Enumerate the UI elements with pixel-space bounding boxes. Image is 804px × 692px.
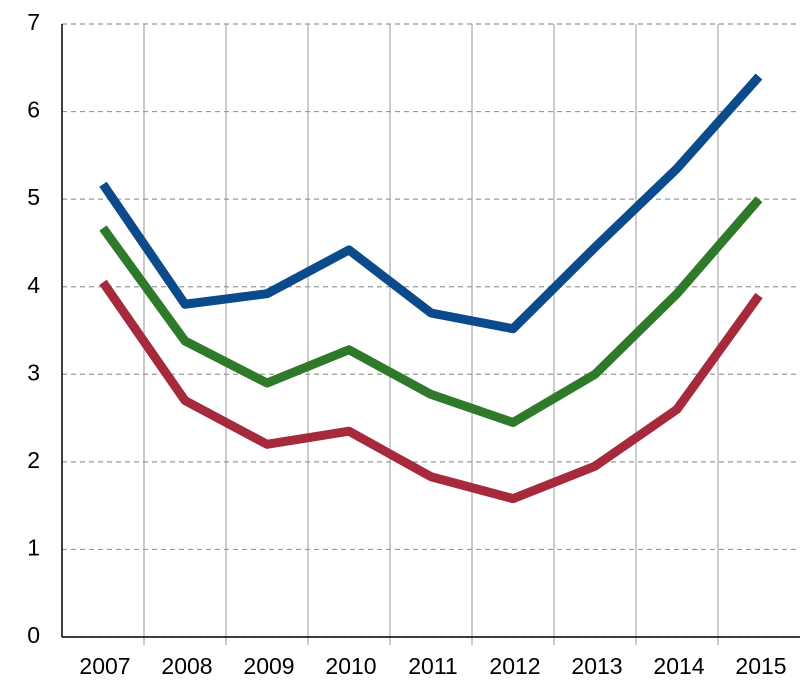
series-line bbox=[99, 196, 763, 427]
x-tick-label: 2008 bbox=[161, 653, 212, 679]
x-tick-label: 2009 bbox=[243, 653, 294, 679]
y-tick-label: 3 bbox=[27, 359, 40, 385]
y-tick-label: 5 bbox=[27, 184, 40, 210]
x-tick-label: 2010 bbox=[325, 653, 376, 679]
x-tick-label: 2007 bbox=[79, 653, 130, 679]
y-tick-label: 6 bbox=[27, 97, 40, 123]
y-tick-label: 0 bbox=[27, 622, 40, 648]
x-tick-label: 2012 bbox=[489, 653, 540, 679]
series-line bbox=[99, 73, 763, 334]
x-tick-label: 2011 bbox=[408, 653, 457, 679]
x-tick-label: 2015 bbox=[735, 653, 786, 679]
y-tick-label: 2 bbox=[27, 447, 40, 473]
y-tick-label: 4 bbox=[27, 272, 40, 298]
series-line bbox=[99, 279, 763, 504]
x-tick-label: 2013 bbox=[571, 653, 622, 679]
y-tick-label: 7 bbox=[27, 9, 40, 35]
y-tick-label: 1 bbox=[27, 535, 40, 561]
x-tick-label: 2014 bbox=[653, 653, 704, 679]
